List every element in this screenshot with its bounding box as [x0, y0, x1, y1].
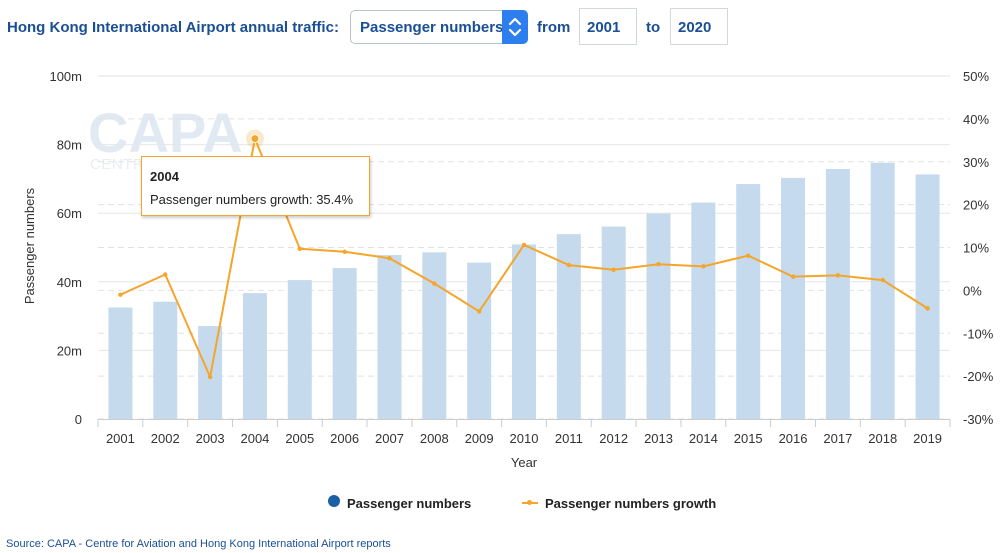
point [566, 262, 572, 268]
point [656, 262, 661, 267]
x-tick-label: 2003 [196, 431, 225, 446]
legend-bars-label: Passenger numbers [347, 496, 472, 511]
source-note: Source: CAPA - Centre for Aviation and H… [6, 538, 391, 550]
legend-circle-icon [328, 495, 340, 507]
x-tick-label: 2010 [510, 431, 539, 446]
bar [422, 252, 447, 419]
to-year-input[interactable]: 2020 [670, 8, 728, 45]
metric-select[interactable]: Passenger numbers [350, 10, 528, 44]
point [835, 273, 841, 278]
point [342, 249, 347, 254]
point [118, 292, 123, 297]
legend-line-label: Passenger numbers growth [545, 496, 717, 511]
point [611, 267, 616, 272]
bar [512, 244, 536, 419]
y-left-tick-label: 100m [49, 69, 82, 84]
from-label: from [537, 19, 571, 36]
y-right-tick-label: 10% [963, 241, 989, 256]
bar [377, 255, 402, 419]
x-tick-label: 2009 [465, 431, 494, 446]
x-axis-title: Year [511, 455, 538, 470]
chart-title: Hong Kong International Airport annual t… [7, 19, 339, 36]
bar [915, 174, 940, 419]
bar [825, 168, 850, 419]
point-highlighted [250, 134, 260, 144]
data-tooltip: 2004 Passenger numbers growth: 35.4% [141, 156, 370, 216]
x-tick-label: 2006 [330, 431, 359, 446]
to-year-value: 2020 [678, 19, 712, 36]
select-chevrons-icon[interactable] [502, 10, 528, 44]
bar [108, 307, 133, 419]
x-tick-label: 2002 [151, 431, 180, 446]
point [790, 274, 796, 279]
point [925, 306, 930, 311]
bar [870, 162, 895, 419]
y-axis-left: 0 20m 40m 60m 80m 100m [49, 69, 82, 427]
bar [781, 177, 806, 419]
y-left-tick-label: 80m [57, 138, 82, 153]
y-right-tick-label: 50% [963, 69, 989, 84]
point [701, 264, 706, 269]
chart-canvas: CAPA CENTRE FOR AVIATION 200120022003200… [22, 69, 994, 470]
point [521, 242, 527, 248]
y-right-tick-label: -10% [963, 326, 994, 341]
bar [691, 202, 716, 419]
bar [467, 262, 492, 419]
point [476, 309, 482, 314]
bar [287, 280, 312, 419]
chart-header: Hong Kong International Airport annual t… [0, 0, 1005, 56]
y-right-tick-label: 20% [963, 198, 989, 213]
bar [736, 184, 761, 419]
from-year-input[interactable]: 2001 [579, 8, 637, 45]
bar [601, 226, 626, 419]
point [432, 281, 437, 286]
x-tick-label: 2007 [375, 431, 404, 446]
x-tick-label: 2001 [106, 431, 135, 446]
point [387, 256, 392, 261]
to-label: to [646, 19, 661, 36]
x-tick-label: 2018 [868, 431, 897, 446]
y-left-tick-label: 20m [57, 343, 82, 358]
legend-line-marker-icon [527, 500, 532, 505]
x-tick-label: 2016 [779, 431, 808, 446]
bar-series [108, 162, 940, 419]
x-tick-label: 2014 [689, 431, 718, 446]
point [746, 253, 751, 258]
y-axis-right: -30% -20% -10% 0% 10% 20% 30% 40% 50% [963, 69, 994, 427]
metric-select-value: Passenger numbers [360, 19, 504, 36]
y-axis-title: Passenger numbers [22, 187, 37, 304]
x-tick-label: 2012 [599, 431, 628, 446]
tooltip-title: 2004 [150, 169, 179, 184]
from-year-value: 2001 [587, 19, 621, 36]
x-tick-label: 2011 [555, 431, 583, 446]
y-right-tick-label: 40% [963, 112, 989, 127]
y-left-tick-label: 60m [57, 206, 82, 221]
y-right-tick-label: 30% [963, 155, 989, 170]
point [163, 272, 168, 277]
y-right-tick-label: -30% [963, 412, 994, 427]
bar [646, 213, 671, 419]
x-tick-label: 2015 [734, 431, 763, 446]
point [207, 374, 213, 380]
x-tick-label: 2004 [240, 431, 269, 446]
y-right-tick-label: 0% [963, 283, 982, 298]
bar [242, 293, 267, 419]
x-axis: 2001 2002 2003 2004 2005 2006 2007 2008 2009 2010… [97, 419, 951, 446]
line-series [118, 129, 930, 380]
x-tick-label: 2017 [823, 431, 852, 446]
x-tick-label: 2019 [913, 431, 942, 446]
point [297, 246, 302, 251]
y-left-tick-label: 40m [57, 275, 82, 290]
x-tick-label: 2008 [420, 431, 449, 446]
point [880, 277, 885, 283]
watermark-logo: CAPA [88, 101, 243, 164]
y-right-tick-label: -20% [963, 369, 994, 384]
legend: Passenger numbers Passenger numbers grow… [0, 495, 1005, 516]
bar [153, 301, 178, 419]
x-tick-label: 2005 [285, 431, 314, 446]
x-tick-label: 2013 [644, 431, 673, 446]
y-left-tick-label: 0 [75, 412, 82, 427]
tooltip-body: Passenger numbers growth: 35.4% [150, 192, 354, 207]
bar [332, 268, 357, 419]
